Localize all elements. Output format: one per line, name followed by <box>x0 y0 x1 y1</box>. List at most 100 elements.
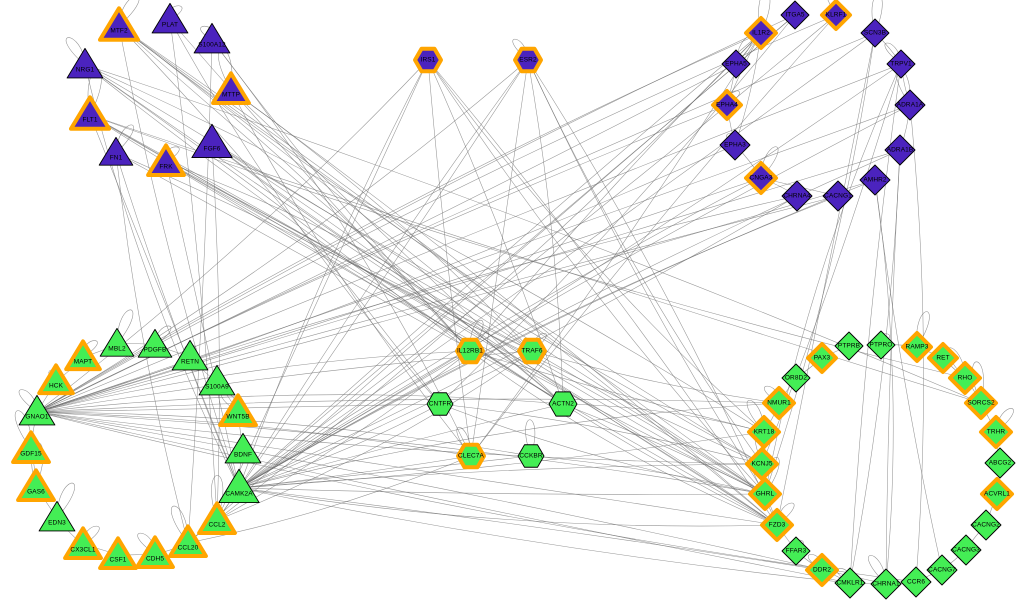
graph-node[interactable] <box>11 430 51 464</box>
graph-node[interactable] <box>719 129 751 161</box>
graph-node[interactable] <box>37 363 75 396</box>
graph-node[interactable] <box>513 46 543 74</box>
node-shape-hexagon[interactable] <box>456 442 486 470</box>
graph-node[interactable] <box>744 16 778 50</box>
node-shape-diamond[interactable] <box>760 508 794 542</box>
graph-node[interactable] <box>517 337 547 365</box>
graph-node[interactable] <box>894 89 926 121</box>
node-shape-diamond[interactable] <box>744 161 778 195</box>
graph-node[interactable] <box>721 49 751 79</box>
graph-node[interactable] <box>762 386 796 420</box>
node-shape-diamond[interactable] <box>762 386 796 420</box>
node-shape-triangle[interactable] <box>198 364 236 396</box>
graph-node[interactable] <box>805 553 839 587</box>
graph-node[interactable] <box>884 134 916 166</box>
node-shape-triangle[interactable] <box>11 430 51 464</box>
node-shape-triangle[interactable] <box>191 123 233 159</box>
node-shape-diamond[interactable] <box>866 330 896 360</box>
graph-node[interactable] <box>745 447 779 481</box>
graph-node[interactable] <box>63 526 103 560</box>
graph-node[interactable] <box>16 468 56 502</box>
graph-node[interactable] <box>948 361 982 395</box>
node-shape-diamond[interactable] <box>805 553 839 587</box>
graph-node[interactable] <box>834 567 866 599</box>
node-shape-hexagon[interactable] <box>413 46 443 74</box>
node-shape-triangle[interactable] <box>146 143 186 177</box>
graph-node[interactable] <box>548 391 578 417</box>
node-shape-triangle[interactable] <box>135 535 175 569</box>
node-shape-diamond[interactable] <box>926 554 958 586</box>
graph-node[interactable] <box>98 136 134 166</box>
node-shape-diamond[interactable] <box>748 477 782 511</box>
node-shape-triangle[interactable] <box>211 71 251 105</box>
node-shape-triangle[interactable] <box>224 432 262 464</box>
graph-node[interactable] <box>820 0 852 31</box>
graph-node[interactable] <box>711 89 743 121</box>
node-shape-triangle[interactable] <box>98 536 138 570</box>
node-shape-triangle[interactable] <box>151 2 189 34</box>
graph-node[interactable] <box>901 331 933 363</box>
graph-node[interactable] <box>760 508 794 542</box>
graph-node[interactable] <box>860 18 890 48</box>
node-shape-triangle[interactable] <box>68 95 112 131</box>
node-shape-diamond[interactable] <box>964 386 998 420</box>
graph-node[interactable] <box>151 2 189 34</box>
graph-node[interactable] <box>927 342 959 374</box>
node-shape-diamond[interactable] <box>984 447 1016 479</box>
graph-node[interactable] <box>744 161 778 195</box>
node-shape-triangle[interactable] <box>137 328 173 358</box>
node-shape-diamond[interactable] <box>744 16 778 50</box>
graph-node[interactable] <box>781 536 811 566</box>
graph-node[interactable] <box>970 509 1002 541</box>
node-shape-triangle[interactable] <box>171 339 209 371</box>
node-shape-diamond[interactable] <box>711 89 743 121</box>
node-shape-diamond[interactable] <box>834 331 864 361</box>
node-shape-triangle[interactable] <box>197 501 237 535</box>
node-shape-triangle[interactable] <box>66 47 104 79</box>
node-shape-triangle[interactable] <box>64 339 102 372</box>
graph-node[interactable] <box>38 500 76 532</box>
graph-node[interactable] <box>886 49 916 79</box>
node-shape-diamond[interactable] <box>860 18 890 48</box>
graph-node[interactable] <box>224 432 262 464</box>
node-shape-diamond[interactable] <box>900 566 932 598</box>
node-shape-diamond[interactable] <box>979 415 1013 449</box>
graph-node[interactable] <box>168 524 208 558</box>
node-shape-triangle[interactable] <box>97 6 141 42</box>
node-shape-diamond[interactable] <box>894 89 926 121</box>
graph-node[interactable] <box>859 164 891 196</box>
graph-node[interactable] <box>191 123 233 159</box>
node-shape-diamond[interactable] <box>927 342 959 374</box>
node-shape-triangle[interactable] <box>18 394 56 426</box>
node-shape-diamond[interactable] <box>780 0 810 30</box>
graph-node[interactable] <box>748 477 782 511</box>
node-shape-diamond[interactable] <box>719 129 751 161</box>
node-shape-triangle[interactable] <box>193 22 231 54</box>
graph-node[interactable] <box>68 95 112 131</box>
node-shape-triangle[interactable] <box>218 393 258 427</box>
node-shape-hexagon[interactable] <box>517 444 545 468</box>
node-shape-diamond[interactable] <box>886 49 916 79</box>
node-shape-triangle[interactable] <box>38 500 76 532</box>
node-shape-hexagon[interactable] <box>513 46 543 74</box>
graph-node[interactable] <box>870 568 902 600</box>
graph-node[interactable] <box>66 47 104 79</box>
graph-node[interactable] <box>193 22 231 54</box>
node-shape-triangle[interactable] <box>98 136 134 166</box>
node-shape-diamond[interactable] <box>980 477 1014 511</box>
graph-node[interactable] <box>218 393 258 427</box>
node-shape-diamond[interactable] <box>950 534 982 566</box>
node-shape-triangle[interactable] <box>168 524 208 558</box>
graph-node[interactable] <box>99 327 135 357</box>
graph-node[interactable] <box>456 442 486 470</box>
graph-node[interactable] <box>780 0 810 30</box>
graph-node[interactable] <box>950 534 982 566</box>
node-shape-triangle[interactable] <box>63 526 103 560</box>
node-shape-triangle[interactable] <box>218 468 260 504</box>
node-shape-hexagon[interactable] <box>548 391 578 417</box>
graph-node[interactable] <box>455 337 485 365</box>
graph-node[interactable] <box>171 339 209 371</box>
graph-node[interactable] <box>64 339 102 372</box>
node-shape-diamond[interactable] <box>870 568 902 600</box>
graph-node[interactable] <box>806 342 838 374</box>
